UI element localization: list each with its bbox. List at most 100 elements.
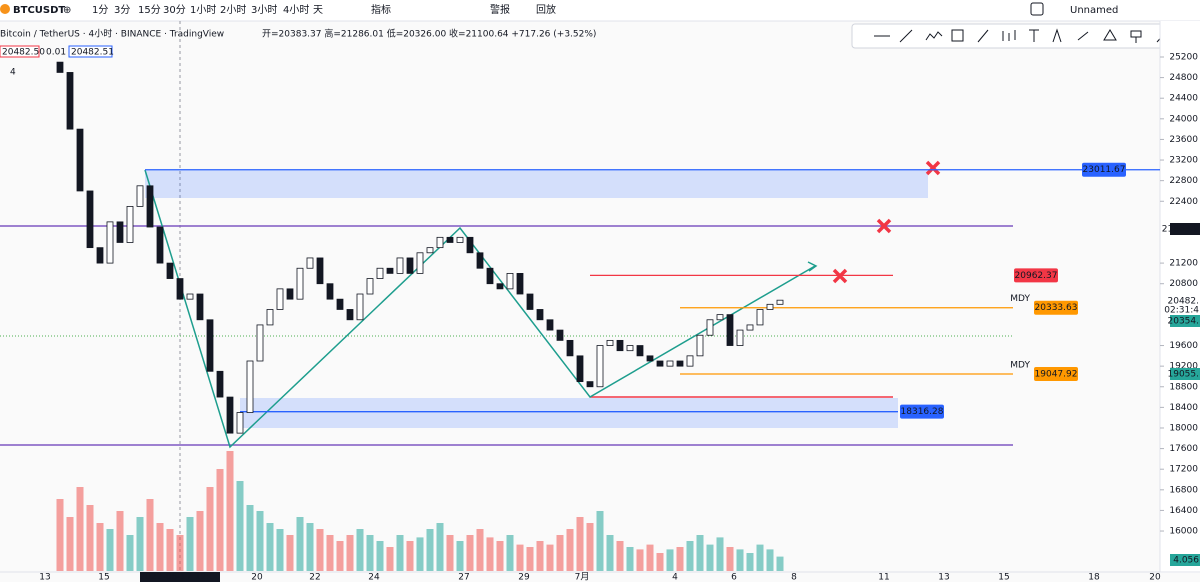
tool-pattern[interactable] (1052, 28, 1062, 43)
interval[interactable]: 1分 (92, 4, 108, 16)
layout-icon[interactable] (1030, 2, 1044, 16)
volume-bar (266, 523, 274, 571)
volume-bar (336, 541, 344, 571)
volume-bar (76, 487, 84, 571)
interval[interactable]: 天 (313, 5, 323, 16)
candle (176, 278, 184, 300)
y-tick-label: 16000 (1169, 527, 1198, 537)
y-tick-label: 18800 (1169, 382, 1198, 392)
candle (406, 257, 414, 274)
candle (506, 273, 514, 290)
volume-bar (126, 535, 134, 571)
zigzag (144, 169, 816, 449)
volume-bar (736, 549, 744, 571)
x-tick-label: 27 (458, 573, 469, 583)
y-tick-label: 24000 (1169, 114, 1198, 124)
tool-shape[interactable] (1103, 29, 1117, 41)
price-label: 02:31:4 (1164, 306, 1199, 316)
interval[interactable]: 15分 (138, 4, 161, 16)
candle (226, 396, 234, 434)
volume-bar (136, 517, 144, 571)
volume-bar (316, 529, 324, 571)
y-tick-label: 24800 (1169, 73, 1198, 83)
price-label-box (1170, 554, 1200, 566)
tool-brush[interactable] (1077, 31, 1089, 41)
volume-bar (766, 549, 774, 571)
candle (706, 319, 714, 336)
tool-path[interactable] (925, 31, 943, 41)
add-symbol[interactable]: ⊕ (63, 5, 71, 16)
tool-marker[interactable] (1130, 30, 1142, 43)
candle (246, 360, 254, 413)
tool-fib[interactable] (977, 29, 989, 43)
x-tick-label: 20 (1149, 573, 1161, 583)
y-tick-label: 21200 (1169, 259, 1198, 269)
volume-bar (496, 541, 504, 571)
interval[interactable]: 30分 (163, 4, 186, 16)
interval[interactable]: 3分 (114, 4, 130, 16)
x-tick-label: 11 (878, 573, 889, 583)
volume-bar (526, 547, 534, 571)
interval[interactable]: 3小时 (251, 4, 277, 16)
volume-bar (476, 529, 484, 571)
tool-text[interactable] (1029, 29, 1039, 42)
x-tick-label: 8 (791, 573, 797, 583)
replay[interactable]: 回放 (536, 3, 556, 16)
volume-bar (546, 544, 554, 571)
price-label: 20354. (1168, 317, 1200, 327)
candle (236, 412, 244, 434)
volume-bar (426, 529, 434, 571)
demand-zone (240, 398, 898, 428)
volume-bar (586, 523, 594, 571)
candle (126, 206, 134, 243)
volume-bar (456, 541, 464, 571)
candle (666, 360, 674, 367)
volume-bar (636, 549, 644, 571)
volume-bar (696, 535, 704, 571)
candle (216, 370, 224, 398)
volume-bar (156, 523, 164, 571)
layout-name[interactable]: Unnamed (1070, 5, 1118, 16)
candle (156, 226, 164, 264)
level-box (1082, 162, 1126, 177)
tool-trend[interactable] (899, 29, 913, 43)
indicator-count[interactable]: 4 (10, 68, 16, 78)
interval[interactable]: 4小时 (283, 4, 309, 16)
candle (446, 236, 454, 243)
tool-position[interactable] (1002, 30, 1016, 41)
candle (516, 273, 524, 295)
candle (486, 267, 494, 285)
y-tick-label: 25200 (1169, 52, 1198, 62)
candle (206, 319, 214, 372)
tool-rect[interactable] (951, 29, 964, 42)
level-label: 23011.67 (1083, 165, 1126, 175)
price-label: 19055. (1168, 370, 1200, 380)
indicators[interactable]: 指标 (371, 3, 391, 16)
volume-bar (306, 523, 314, 571)
interval[interactable]: 2小时 (220, 4, 246, 16)
alerts[interactable]: 警报 (490, 3, 510, 16)
level-box (900, 404, 944, 419)
candle (86, 190, 94, 249)
candle (376, 267, 384, 279)
price-label-box (1170, 368, 1200, 380)
volume-bar (196, 511, 204, 571)
interval[interactable]: 1小时 (190, 4, 216, 16)
level-box (1034, 366, 1078, 381)
symbol[interactable]: BTCUSDT (13, 5, 65, 16)
x-tick-label: 18 (1088, 573, 1100, 583)
candle (476, 252, 484, 269)
candle (626, 345, 634, 352)
candle (776, 299, 784, 305)
volume-bar (146, 499, 154, 571)
buy-box[interactable] (68, 45, 113, 58)
candle (616, 339, 624, 352)
candle (346, 309, 354, 321)
sell-box[interactable] (0, 45, 40, 58)
candle (466, 236, 474, 254)
candle (766, 303, 774, 310)
candle (146, 185, 154, 228)
